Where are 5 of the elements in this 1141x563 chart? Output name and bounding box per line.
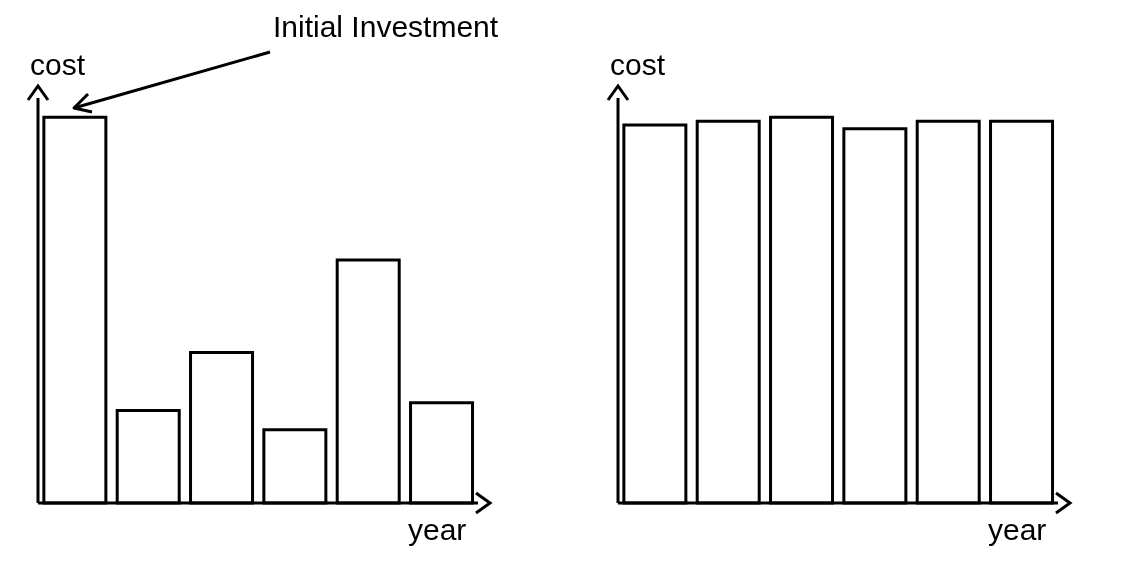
x-axis-title: year (988, 513, 1047, 547)
text: Initial Investment (273, 10, 499, 44)
x-axis-title: year (408, 513, 467, 547)
y-axis-title: cost (610, 48, 666, 82)
y-axis-title: cost (30, 48, 86, 82)
